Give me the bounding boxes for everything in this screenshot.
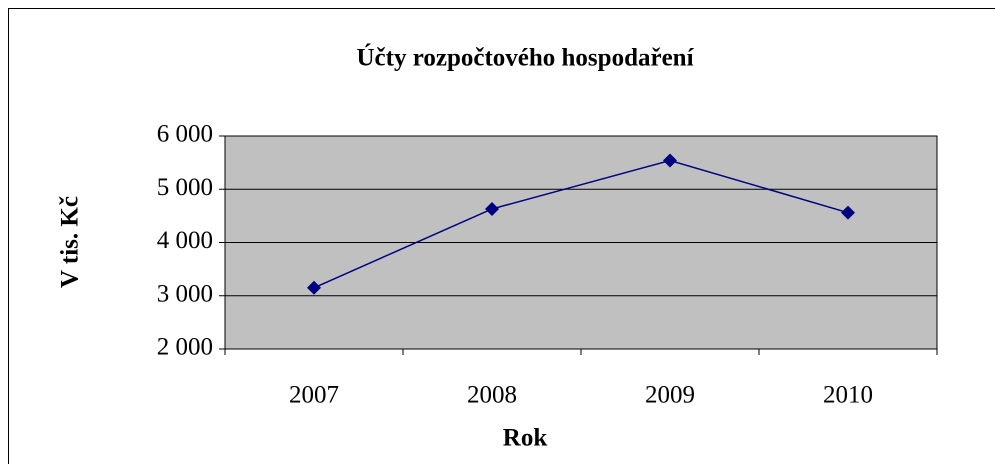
- x-tick-label: 2008: [467, 382, 517, 409]
- x-tick-label: 2009: [645, 382, 695, 409]
- y-tick-label: 6 000: [157, 121, 213, 148]
- y-tick-label: 3 000: [157, 280, 213, 307]
- y-tick-label: 4 000: [157, 227, 213, 254]
- y-axis-label: V tis. Kč: [57, 196, 84, 288]
- series-line: [313, 159, 849, 289]
- x-tick-label: 2010: [823, 382, 873, 409]
- x-tick-label: 2007: [289, 382, 339, 409]
- data-point: [841, 205, 855, 220]
- data-point: [663, 153, 677, 168]
- data-point: [485, 201, 499, 216]
- chart-title: Účty rozpočtového hospodaření: [356, 44, 694, 72]
- y-tick-label: 2 000: [157, 334, 213, 361]
- x-axis-label: Rok: [503, 425, 548, 452]
- data-point: [307, 280, 321, 295]
- y-tick-label: 5 000: [157, 174, 213, 201]
